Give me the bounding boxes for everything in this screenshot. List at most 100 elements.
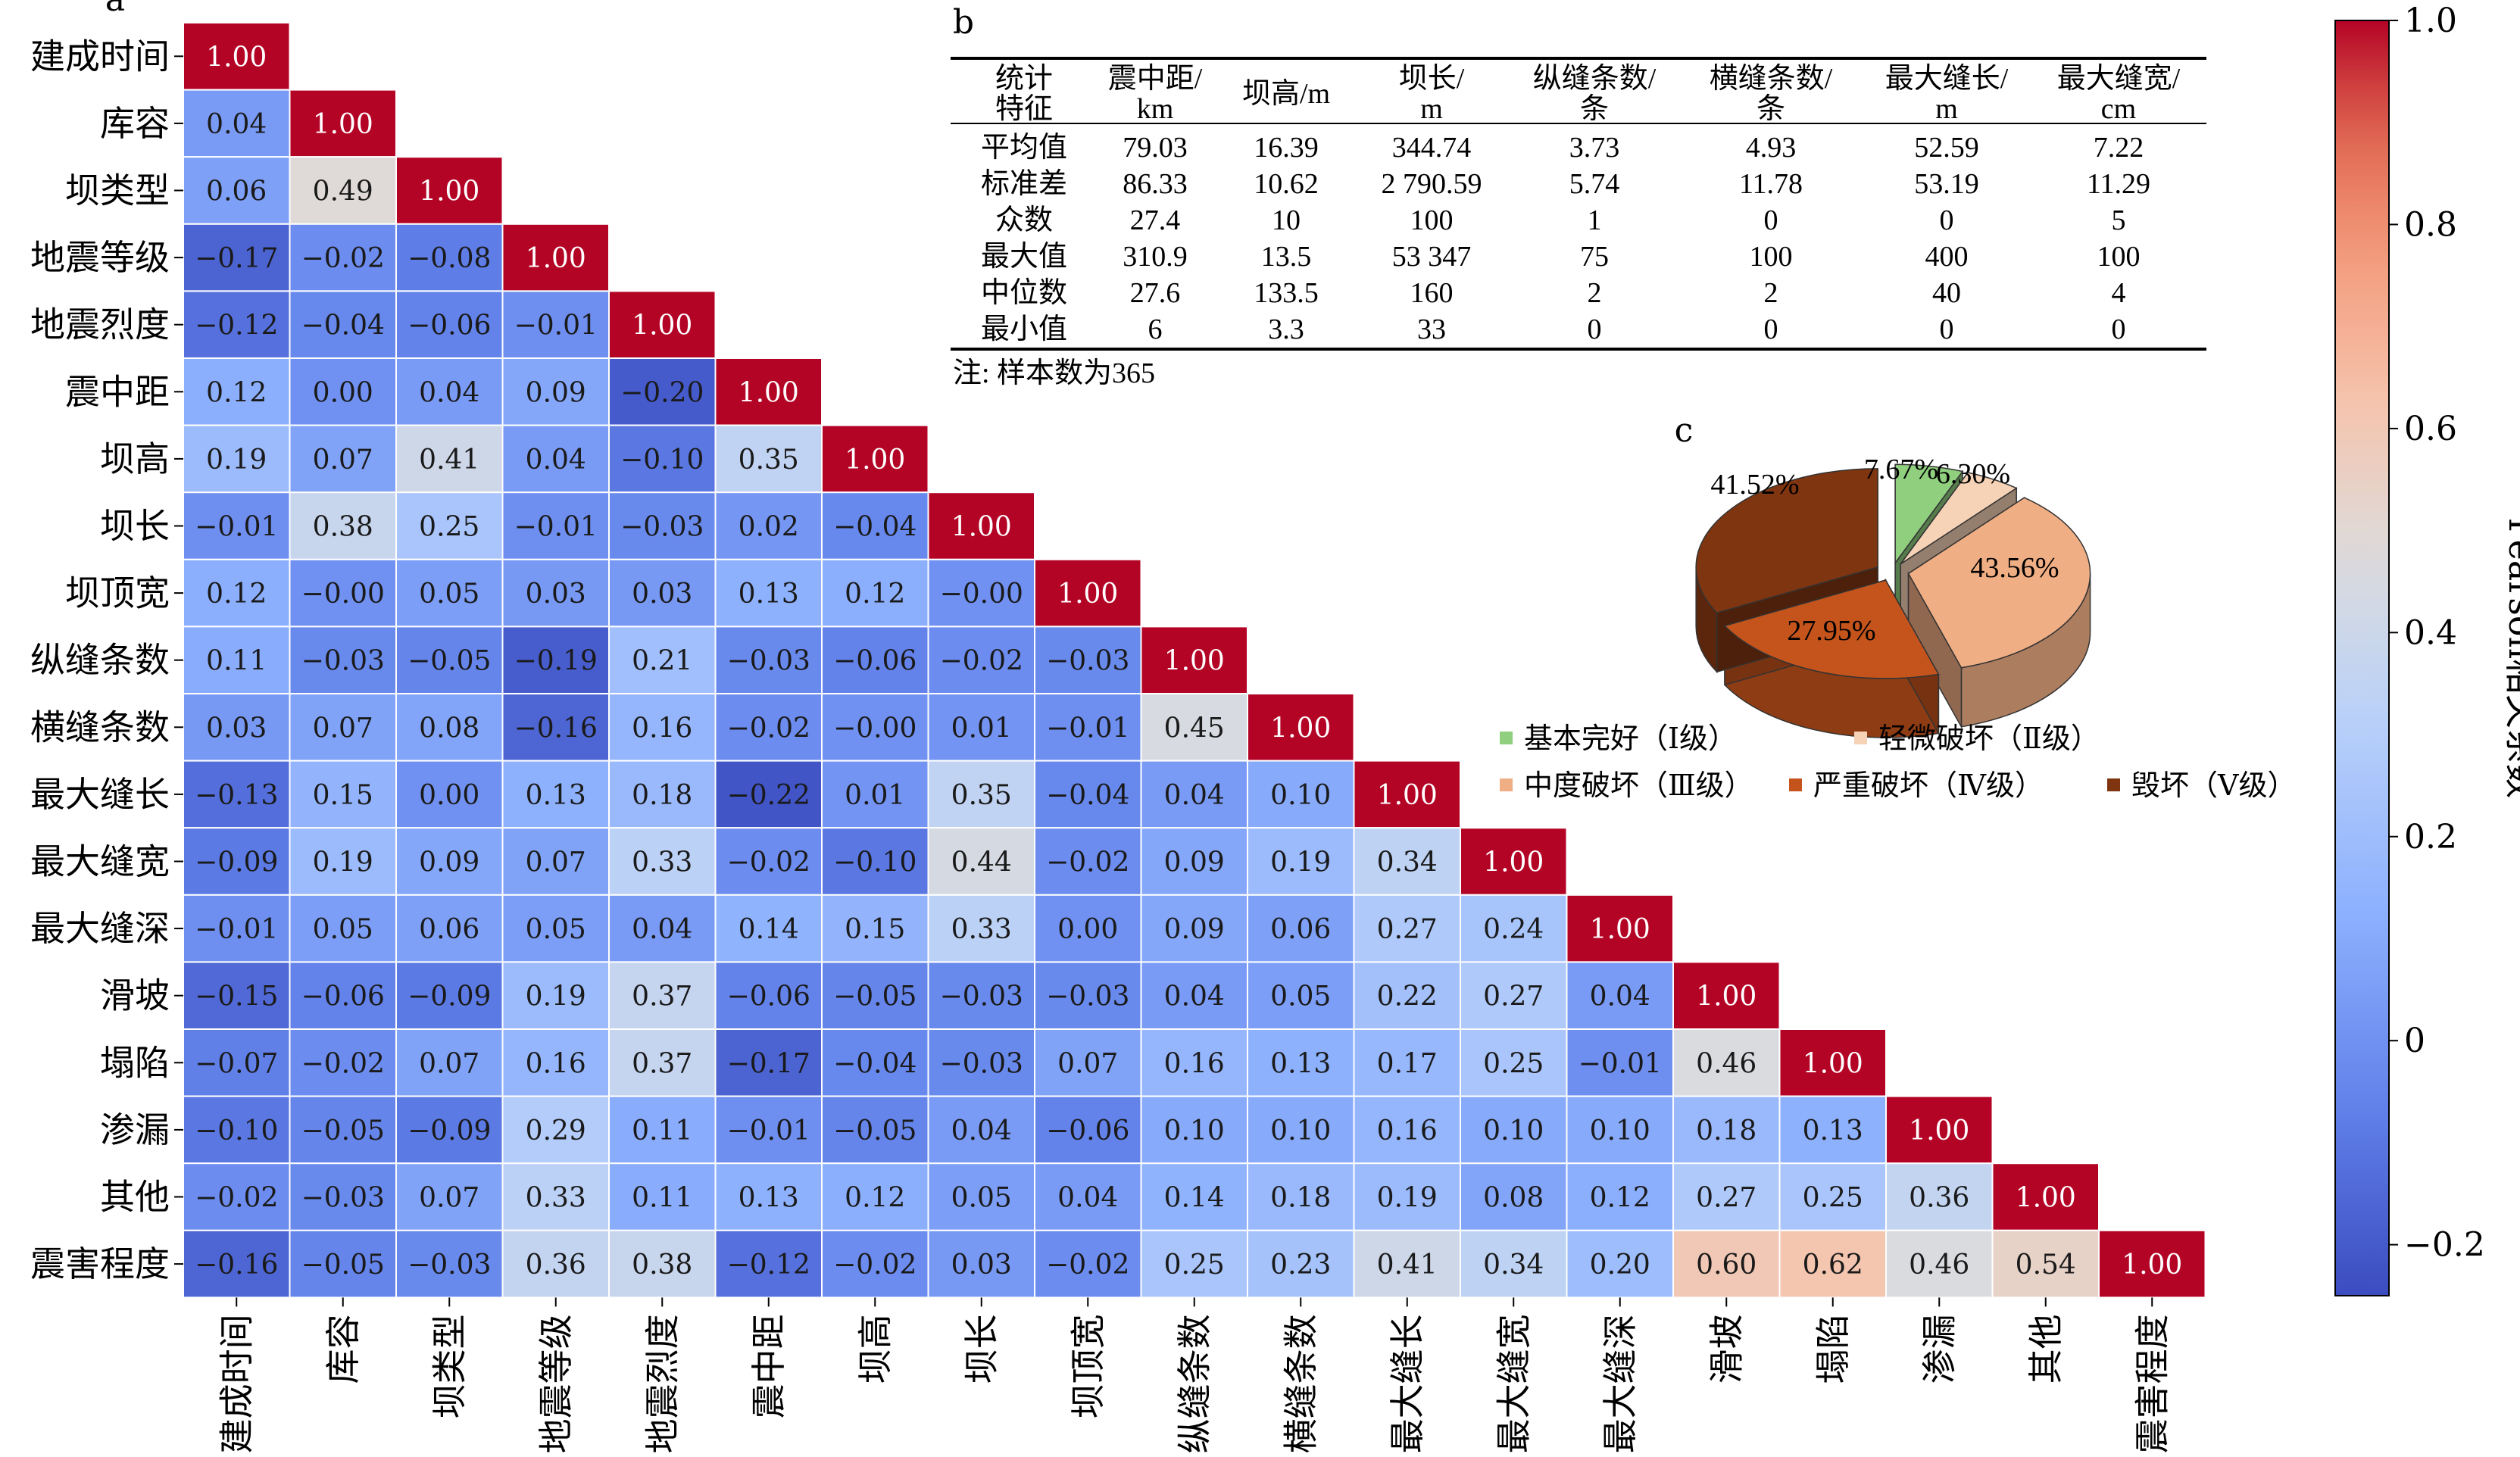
- table-cell: 79.03: [1123, 132, 1188, 164]
- heatmap-cell: [289, 89, 397, 158]
- heatmap-cell: [1672, 1095, 1781, 1165]
- table-cell: 0: [1940, 204, 1954, 236]
- cell-value-label: 0.16: [632, 713, 692, 744]
- cell-value-label: 0.14: [739, 914, 799, 945]
- x-tick-label: 震中距: [748, 1314, 789, 1418]
- heatmap-cell: [289, 693, 397, 762]
- heatmap-cell: [1034, 1229, 1142, 1299]
- heatmap-cell: [289, 558, 397, 628]
- cell-value-label: 0.25: [1483, 1048, 1544, 1079]
- heatmap-cell: [1566, 961, 1674, 1031]
- table-header-cell: cm: [2101, 93, 2136, 125]
- cell-value-label: 0.03: [632, 579, 692, 610]
- cell-value-label: −0.05: [833, 1115, 917, 1147]
- x-tick-label: 最大缝宽: [1493, 1314, 1534, 1453]
- heatmap-cell: [714, 894, 823, 963]
- panel-label-b: b: [953, 3, 974, 42]
- heatmap-cell: [1460, 1162, 1568, 1231]
- heatmap-cell: [1034, 1028, 1142, 1097]
- table-cell: 1: [1588, 204, 1602, 236]
- cell-value-label: −0.03: [940, 1048, 1023, 1079]
- cell-value-label: −0.03: [620, 512, 704, 543]
- heatmap-cell: [821, 491, 929, 560]
- pie-slice-top: [1900, 472, 2018, 565]
- x-tick-label: 横缝条数: [1280, 1314, 1321, 1453]
- table-cell: 10: [1272, 204, 1301, 236]
- cell-value-label: 1.00: [1803, 1048, 1863, 1079]
- heatmap-cell: [501, 1162, 610, 1231]
- table-cell: 3.3: [1268, 314, 1304, 345]
- cell-value-label: 0.19: [1377, 1183, 1438, 1214]
- cell-value-label: 0.54: [2016, 1250, 2076, 1281]
- table-cell: 310.9: [1123, 241, 1188, 273]
- cell-value-label: −0.02: [727, 713, 810, 744]
- cell-value-label: 0.45: [1164, 713, 1225, 744]
- heatmap-cell: [501, 894, 610, 963]
- cell-value-label: 0.00: [419, 780, 479, 811]
- cell-value-label: 0.03: [951, 1250, 1012, 1281]
- cell-value-label: 0.04: [419, 377, 479, 408]
- heatmap-cell: [1034, 693, 1142, 762]
- pie-slice-top: [1907, 497, 2091, 669]
- table-cell: 标准差: [981, 168, 1067, 200]
- cell-value-label: −0.00: [940, 579, 1023, 610]
- cell-value-label: 0.22: [1377, 981, 1438, 1012]
- cell-value-label: 0.33: [632, 847, 692, 878]
- x-tick-label: 坝顶宽: [1067, 1314, 1108, 1418]
- cell-value-label: 1.00: [951, 512, 1012, 543]
- cell-value-label: −0.03: [301, 1183, 385, 1214]
- heatmap-cell: [821, 1229, 929, 1299]
- cell-value-label: 0.09: [419, 847, 479, 878]
- table-cell: 16.39: [1254, 132, 1319, 164]
- y-tick-label: 最大缝宽: [30, 841, 170, 882]
- legend-swatch: [2107, 778, 2120, 791]
- heatmap-cell: [1672, 1028, 1781, 1097]
- heatmap-cell: [289, 626, 397, 695]
- cell-value-label: 0.41: [1377, 1250, 1438, 1281]
- table-header-cell: 纵缝条数/: [1533, 63, 1657, 95]
- table-cell: 11.29: [2087, 168, 2150, 200]
- cell-value-label: 0.11: [632, 1183, 692, 1214]
- table-cell: 133.5: [1254, 277, 1319, 309]
- heatmap-cell: [501, 693, 610, 762]
- heatmap-cell: [1140, 1229, 1248, 1299]
- heatmap-cell: [395, 223, 504, 292]
- legend-swatch: [1789, 778, 1802, 791]
- heatmap-cell: [501, 827, 610, 896]
- cell-value-label: 0.00: [1057, 914, 1118, 945]
- cell-value-label: 1.00: [1483, 847, 1544, 878]
- cell-value-label: 0.34: [1377, 847, 1438, 878]
- cell-value-label: 0.62: [1803, 1250, 1863, 1281]
- heatmap-cell: [183, 894, 291, 963]
- heatmap-cell: [395, 424, 504, 494]
- heatmap-cell: [1460, 894, 1568, 963]
- cell-value-label: 0.12: [206, 579, 267, 610]
- cell-value-label: −0.03: [1046, 646, 1129, 677]
- cell-value-label: −0.01: [727, 1115, 810, 1147]
- heatmap-cell: [289, 760, 397, 829]
- y-tick-label: 最大缝深: [30, 908, 170, 949]
- heatmap-cell: [395, 1028, 504, 1097]
- cell-value-label: −0.02: [301, 243, 385, 274]
- x-tick-label: 地震等级: [536, 1314, 576, 1453]
- heatmap-cell: [821, 1095, 929, 1165]
- heatmap-cell: [608, 1095, 717, 1165]
- table-cell: 3.73: [1569, 132, 1620, 164]
- cell-value-label: 1.00: [419, 176, 479, 207]
- table-cell: 2 790.59: [1382, 168, 1482, 200]
- cell-value-label: 0.16: [1377, 1115, 1438, 1147]
- heatmap-cell: [821, 827, 929, 896]
- heatmap-cell: [821, 626, 929, 695]
- table-cell: 100: [1410, 204, 1454, 236]
- heatmap-cell: [1034, 626, 1142, 695]
- y-tick-label: 坝顶宽: [65, 573, 170, 613]
- cell-value-label: −0.13: [195, 780, 278, 811]
- cell-value-label: 0.38: [313, 512, 373, 543]
- legend-label: 轻微破坏（Ⅱ级）: [1878, 722, 2100, 755]
- cell-value-label: 0.01: [845, 780, 905, 811]
- cell-value-label: 0.25: [1164, 1250, 1225, 1281]
- cell-value-label: 0.12: [1590, 1183, 1650, 1214]
- heatmap-cell: [1353, 1028, 1461, 1097]
- y-tick-label: 库容: [100, 103, 170, 144]
- table-cell: 40: [1932, 277, 1961, 309]
